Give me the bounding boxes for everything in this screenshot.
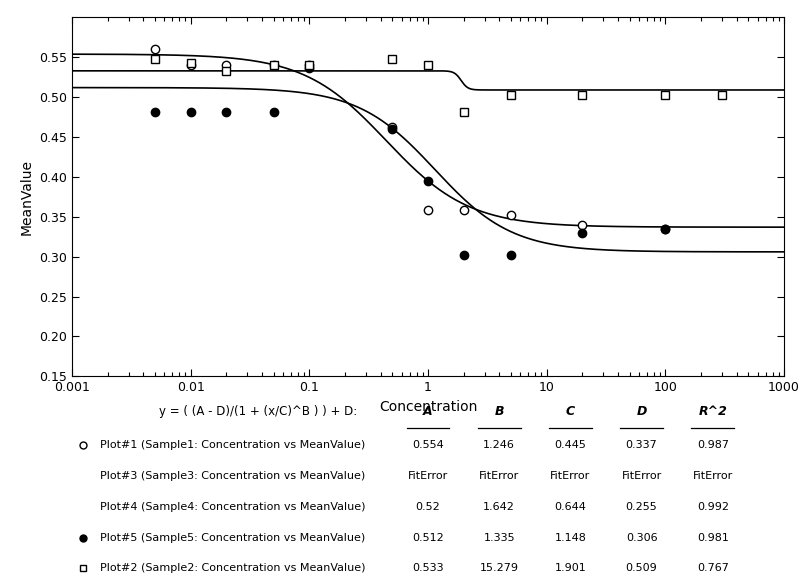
Text: 0.52: 0.52 — [416, 502, 440, 512]
Text: 0.445: 0.445 — [554, 440, 586, 450]
Text: FitError: FitError — [622, 471, 662, 481]
Text: D: D — [637, 405, 646, 418]
Text: 0.981: 0.981 — [697, 532, 729, 543]
Text: y = ( (A - D)/(1 + (x/C)^B ) ) + D:: y = ( (A - D)/(1 + (x/C)^B ) ) + D: — [158, 405, 357, 418]
Text: Plot#1 (Sample1: Concentration vs MeanValue): Plot#1 (Sample1: Concentration vs MeanVa… — [101, 440, 366, 450]
Text: Plot#4 (Sample4: Concentration vs MeanValue): Plot#4 (Sample4: Concentration vs MeanVa… — [101, 502, 366, 512]
Text: 1.246: 1.246 — [483, 440, 515, 450]
Text: Plot#3 (Sample3: Concentration vs MeanValue): Plot#3 (Sample3: Concentration vs MeanVa… — [101, 471, 366, 481]
Text: 1.642: 1.642 — [483, 502, 515, 512]
Text: 0.337: 0.337 — [626, 440, 658, 450]
Text: B: B — [494, 405, 504, 418]
Text: Plot#2 (Sample2: Concentration vs MeanValue): Plot#2 (Sample2: Concentration vs MeanVa… — [101, 563, 366, 574]
Text: FitError: FitError — [408, 471, 448, 481]
Text: Plot#5 (Sample5: Concentration vs MeanValue): Plot#5 (Sample5: Concentration vs MeanVa… — [101, 532, 366, 543]
Text: 0.767: 0.767 — [697, 563, 729, 574]
Y-axis label: MeanValue: MeanValue — [19, 159, 34, 235]
Text: 0.644: 0.644 — [554, 502, 586, 512]
Text: 0.512: 0.512 — [412, 532, 444, 543]
Text: 15.279: 15.279 — [480, 563, 518, 574]
Text: 0.554: 0.554 — [412, 440, 444, 450]
Text: 1.335: 1.335 — [483, 532, 515, 543]
Text: 0.533: 0.533 — [412, 563, 444, 574]
Text: FitError: FitError — [693, 471, 733, 481]
Text: C: C — [566, 405, 575, 418]
Text: 1.148: 1.148 — [554, 532, 586, 543]
Text: FitError: FitError — [550, 471, 590, 481]
Text: FitError: FitError — [479, 471, 519, 481]
Text: 0.306: 0.306 — [626, 532, 658, 543]
Text: R^2: R^2 — [698, 405, 727, 418]
Text: A: A — [423, 405, 433, 418]
Text: 0.992: 0.992 — [697, 502, 729, 512]
Text: 0.987: 0.987 — [697, 440, 729, 450]
X-axis label: Concentration: Concentration — [379, 400, 477, 414]
Text: 0.509: 0.509 — [626, 563, 658, 574]
Text: 0.255: 0.255 — [626, 502, 658, 512]
Text: 1.901: 1.901 — [554, 563, 586, 574]
